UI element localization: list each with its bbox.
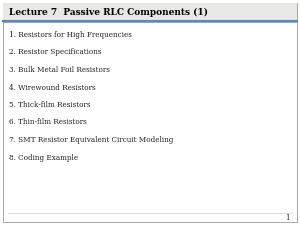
Text: 5. Thick-film Resistors: 5. Thick-film Resistors: [9, 101, 91, 109]
Text: 2. Resistor Specifications: 2. Resistor Specifications: [9, 49, 101, 56]
Text: 8. Coding Example: 8. Coding Example: [9, 153, 78, 162]
Text: 4. Wirewound Resistors: 4. Wirewound Resistors: [9, 83, 96, 92]
Bar: [3, 3, 297, 21]
Text: 7. SMT Resistor Equivalent Circuit Modeling: 7. SMT Resistor Equivalent Circuit Model…: [9, 136, 173, 144]
Text: 1: 1: [286, 214, 290, 222]
Text: Lecture 7  Passive RLC Components (1): Lecture 7 Passive RLC Components (1): [9, 8, 208, 17]
Text: 6. Thin-film Resistors: 6. Thin-film Resistors: [9, 119, 87, 126]
Text: 3. Bulk Metal Foil Resistors: 3. Bulk Metal Foil Resistors: [9, 66, 110, 74]
Text: 1. Resistors for High Frequencies: 1. Resistors for High Frequencies: [9, 31, 132, 39]
